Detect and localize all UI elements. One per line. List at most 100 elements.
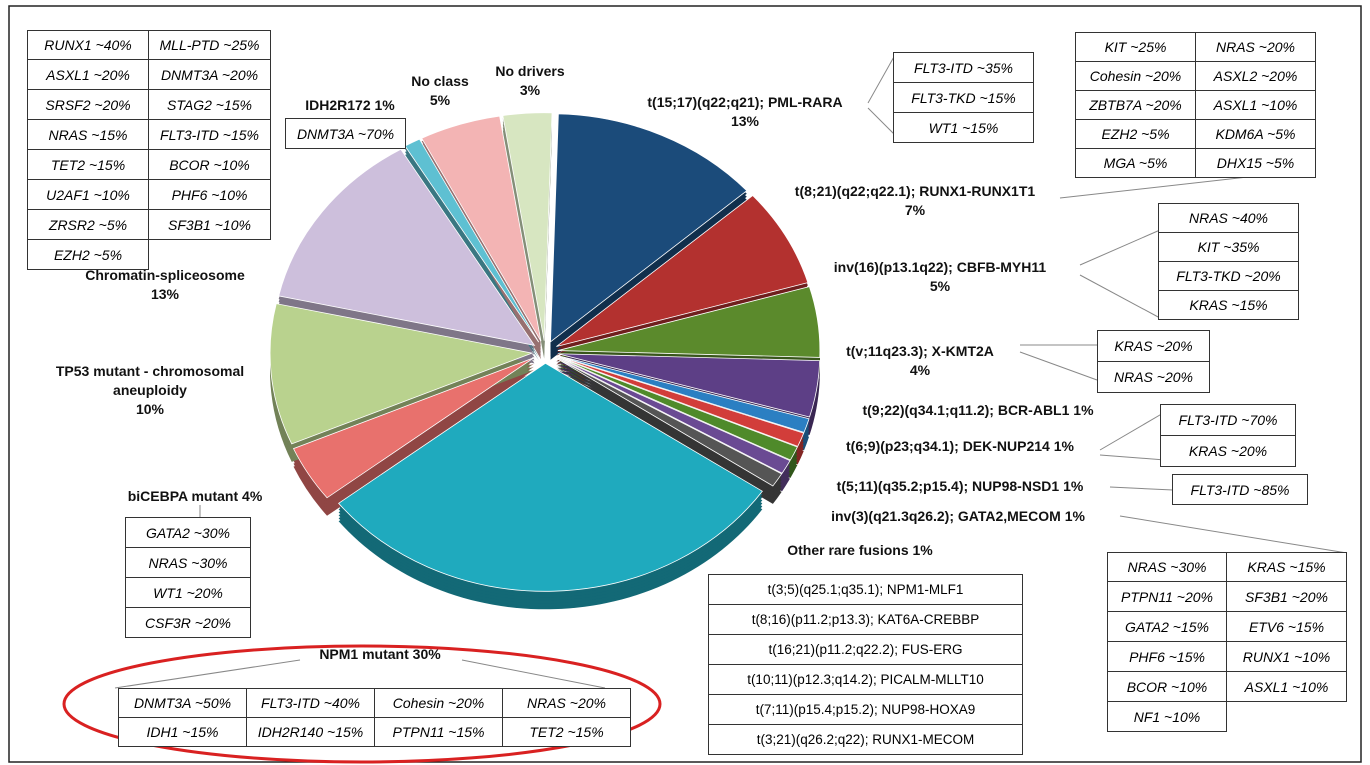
comutation-cell: ZBTB7A ~20% [1076, 91, 1196, 120]
slice-label: t(5;11)(q35.2;p15.4); NUP98-NSD1 1% [800, 477, 1120, 496]
value-label: 13% [150, 286, 180, 302]
comutation-cell: Cohesin ~20% [375, 689, 503, 718]
slice-label: biCEBPA mutant 4% [95, 487, 295, 506]
comutation-cell: KRAS ~20% [1161, 436, 1296, 467]
comutation-cell: NRAS ~20% [503, 689, 631, 718]
slice [502, 112, 553, 341]
comutation-cell: TET2 ~15% [503, 718, 631, 747]
category-name: inv(16)(p13.1q22); CBFB-MYH11 [833, 259, 1047, 275]
value-label: 3% [519, 82, 541, 98]
comutation-cell: ASXL2 ~20% [1196, 62, 1316, 91]
value-label: 4% [909, 362, 931, 378]
comutation-cell: FLT3-ITD ~85% [1173, 475, 1308, 505]
comutation-cell: ZRSR2 ~5% [27, 210, 149, 240]
comutation-cell: DNMT3A ~50% [119, 689, 247, 718]
comutation-cell: KRAS ~15% [1159, 291, 1299, 320]
comutation-cell: GATA2 ~30% [126, 518, 251, 548]
comutation-cell: FLT3-ITD ~40% [247, 689, 375, 718]
comutation-cell: ETV6 ~15% [1227, 612, 1347, 642]
comutation-cell: PTPN11 ~20% [1107, 582, 1227, 612]
slice [556, 194, 809, 347]
slice-label: t(9;22)(q34.1;q11.2); BCR-ABL1 1% [828, 401, 1128, 420]
comutation-cell: KRAS ~20% [1098, 331, 1210, 362]
comutation-cell: PHF6 ~15% [1107, 642, 1227, 672]
value-label: 1% [1053, 438, 1074, 454]
comutation-cell: FLT3-ITD ~15% [149, 120, 271, 150]
slice [557, 353, 821, 418]
value-label: 1% [1064, 508, 1085, 524]
slice-label: t(8;21)(q22;q22.1); RUNX1-RUNX1T1 7% [760, 182, 1070, 220]
comutation-cell: IDH1 ~15% [119, 718, 247, 747]
category-name: t(5;11)(q35.2;p15.4); NUP98-NSD1 [836, 478, 1060, 494]
comutation-table: GATA2 ~30% NRAS ~30% WT1 ~20% CSF3R ~20% [125, 517, 251, 638]
slice [421, 115, 542, 342]
value-label: 13% [730, 113, 760, 129]
category-name: No class [411, 73, 469, 89]
comutation-cell: GATA2 ~15% [1107, 612, 1227, 642]
category-name: biCEBPA mutant [127, 488, 239, 504]
comutation-cell: BCOR ~10% [1107, 672, 1227, 702]
slice-label: inv(16)(p13.1q22); CBFB-MYH11 5% [780, 258, 1100, 296]
value-label: 5% [429, 92, 451, 108]
comutation-cell: MGA ~5% [1076, 149, 1196, 178]
comutation-cell: NRAS ~30% [1107, 552, 1227, 582]
value-label: 1% [374, 97, 395, 113]
comutation-cell: t(7;11)(p15.4;p15.2); NUP98-HOXA9 [709, 695, 1023, 725]
slice [555, 357, 783, 487]
comutation-cell: NRAS ~15% [27, 120, 149, 150]
slice-label: inv(3)(q21.3q26.2); GATA2,MECOM 1% [788, 507, 1128, 526]
category-name: No drivers [495, 63, 565, 79]
comutation-cell: DHX15 ~5% [1196, 149, 1316, 178]
comutation-cell: SRSF2 ~20% [27, 90, 149, 120]
category-name: IDH2R172 [305, 97, 371, 113]
comutation-cell: Cohesin ~20% [1076, 62, 1196, 91]
comutation-cell: FLT3-TKD ~15% [894, 83, 1034, 113]
comutation-cell: DNMT3A ~70% [286, 119, 406, 149]
slice [557, 286, 821, 358]
slice [557, 355, 810, 433]
comutation-cell: KIT ~35% [1159, 233, 1299, 262]
comutation-cell: RUNX1 ~40% [27, 30, 149, 60]
comutation-table: RUNX1 ~40% MLL-PTD ~25% ASXL1 ~20% DNMT3A ~… [27, 30, 271, 270]
slice-label: TP53 mutant - chromosomal aneuploidy 10% [40, 362, 260, 419]
category-name: Other rare fusions [787, 542, 909, 558]
category-name: Chromatin-spliceosome [85, 267, 245, 283]
slice-label: Other rare fusions 1% [760, 541, 960, 560]
comutation-table: t(3;5)(q25.1;q35.1); NPM1-MLF1 t(8;16)(p1… [708, 574, 1023, 755]
comutation-cell: NRAS ~20% [1098, 362, 1210, 393]
value-label: 4% [242, 488, 263, 504]
comutation-cell: t(10;11)(p12.3;q14.2); PICALM-MLLT10 [709, 665, 1023, 695]
value-label: 5% [929, 278, 951, 294]
comutation-table: FLT3-ITD ~35% FLT3-TKD ~15% WT1 ~15% [893, 52, 1034, 143]
comutation-cell: ASXL1 ~10% [1227, 672, 1347, 702]
comutation-cell: DNMT3A ~20% [149, 60, 271, 90]
comutation-table: NRAS ~30% KRAS ~15% PTPN11 ~20% SF3B1 ~20% G… [1107, 552, 1347, 732]
comutation-cell: WT1 ~15% [894, 113, 1034, 143]
category-name: NPM1 mutant [319, 646, 409, 662]
slice [278, 148, 536, 346]
comutation-cell: IDH2R140 ~15% [247, 718, 375, 747]
comutation-cell: NRAS ~20% [1196, 33, 1316, 62]
slice-label: No class 5% [395, 72, 485, 110]
comutation-cell: PHF6 ~10% [149, 180, 271, 210]
comutation-table: DNMT3A ~70% [285, 118, 406, 149]
comutation-cell: RUNX1 ~10% [1227, 642, 1347, 672]
comutation-cell: KRAS ~15% [1227, 552, 1347, 582]
comutation-cell: U2AF1 ~10% [27, 180, 149, 210]
slice-label: t(15;17)(q22;q21); PML-RARA 13% [610, 93, 880, 131]
frame [8, 5, 1362, 763]
slice-label: No drivers 3% [480, 62, 580, 100]
comutation-cell: NRAS ~40% [1159, 204, 1299, 233]
category-name: t(9;22)(q34.1;q11.2); BCR-ABL1 [862, 402, 1070, 418]
comutation-cell: TET2 ~15% [27, 150, 149, 180]
value-label: 1% [1063, 478, 1084, 494]
category-name: t(8;21)(q22;q22.1); RUNX1-RUNX1T1 [794, 183, 1036, 199]
slice [556, 357, 791, 474]
comutation-cell: KDM6A ~5% [1196, 120, 1316, 149]
comutation-cell: PTPN11 ~15% [375, 718, 503, 747]
comutation-cell: t(8;16)(p11.2;p13.3); KAT6A-CREBBP [709, 605, 1023, 635]
comutation-cell: FLT3-ITD ~35% [894, 53, 1034, 83]
slice [338, 362, 763, 592]
slice [292, 357, 535, 499]
